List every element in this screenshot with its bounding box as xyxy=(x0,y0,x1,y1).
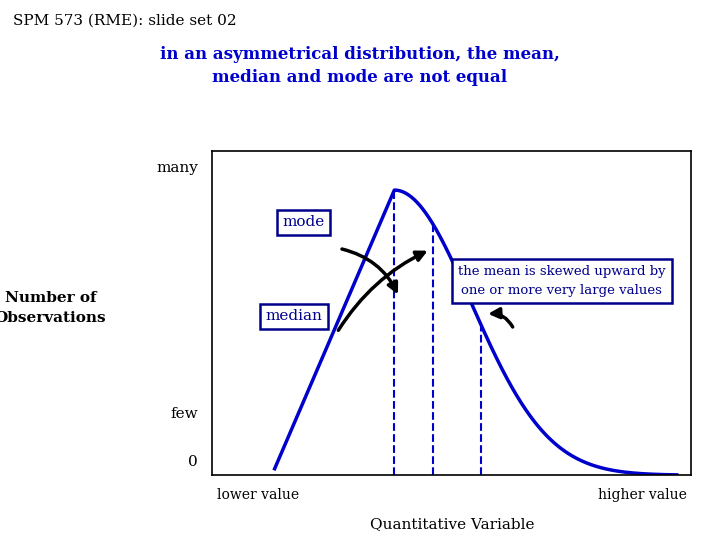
Text: lower value: lower value xyxy=(217,488,300,502)
Text: the mean is skewed upward by
one or more very large values: the mean is skewed upward by one or more… xyxy=(458,265,666,297)
Text: many: many xyxy=(156,161,198,175)
Text: Number of
Observations: Number of Observations xyxy=(0,291,107,325)
Text: mode: mode xyxy=(282,215,325,230)
Text: median: median xyxy=(266,309,323,323)
Text: in an asymmetrical distribution, the mean,
median and mode are not equal: in an asymmetrical distribution, the mea… xyxy=(160,46,560,86)
Text: higher value: higher value xyxy=(598,488,686,502)
Text: Quantitative Variable: Quantitative Variable xyxy=(369,517,534,531)
Text: few: few xyxy=(171,407,198,421)
Text: 0: 0 xyxy=(189,455,198,469)
Text: SPM 573 (RME): slide set 02: SPM 573 (RME): slide set 02 xyxy=(13,14,237,28)
